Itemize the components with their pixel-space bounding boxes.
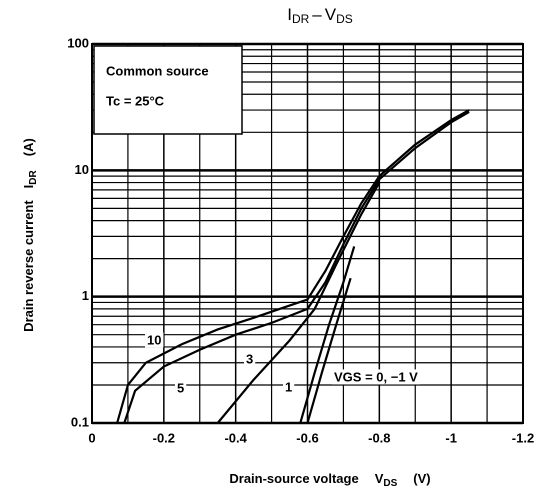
curve: [116, 109, 470, 424]
chart-title: IDR – VDS: [287, 5, 353, 26]
x-tick-label: -1: [445, 430, 457, 445]
annotation-box: [93, 45, 243, 135]
y-axis-label: Drain reverse current IDR (A): [21, 138, 38, 332]
series-label: 10: [147, 332, 161, 347]
annotation: Tc = 25°C: [106, 93, 165, 108]
x-tick-label: 0: [88, 430, 95, 445]
title-part: V: [325, 5, 337, 24]
curve: [299, 246, 356, 424]
series-label: 3: [246, 351, 253, 366]
x-tick-label: -1.2: [512, 430, 534, 445]
label-bg: [145, 332, 164, 348]
label-part: (V): [413, 471, 430, 486]
label-bg: [283, 379, 295, 395]
x-axis-label: Drain-source voltage VDS (V): [229, 471, 430, 488]
label-part: Drain reverse current: [21, 200, 36, 332]
x-tick-label: -0.4: [224, 430, 247, 445]
curve: [306, 277, 352, 424]
label-part: DS: [383, 478, 397, 489]
title-part: I: [287, 5, 292, 24]
label-part: I: [21, 185, 36, 189]
curve: [216, 182, 381, 424]
series-label: VGS = 0, −1 V: [334, 369, 418, 384]
y-tick-label: 10: [75, 162, 89, 177]
label-bg: [244, 351, 256, 367]
title-part: –: [312, 5, 322, 24]
label-bg: [332, 369, 421, 385]
x-tick-label: -0.8: [368, 430, 390, 445]
y-tick-label: 100: [67, 35, 89, 50]
label-part: (A): [21, 138, 36, 156]
y-tick-label: 1: [82, 288, 89, 303]
label-part: Drain-source voltage: [229, 471, 358, 486]
label-part: V: [375, 471, 384, 486]
y-tick-label: 0.1: [71, 414, 89, 429]
series-label: 1: [285, 379, 292, 394]
curve: [123, 110, 470, 424]
label-part: DR: [28, 169, 39, 184]
title-part: DR: [292, 12, 310, 26]
annotation: Common source: [106, 63, 209, 78]
x-tick-label: -0.6: [296, 430, 318, 445]
x-tick-label: -0.2: [153, 430, 175, 445]
title-part: DS: [336, 12, 353, 26]
label-bg: [175, 380, 187, 396]
series-label: 5: [177, 380, 184, 395]
